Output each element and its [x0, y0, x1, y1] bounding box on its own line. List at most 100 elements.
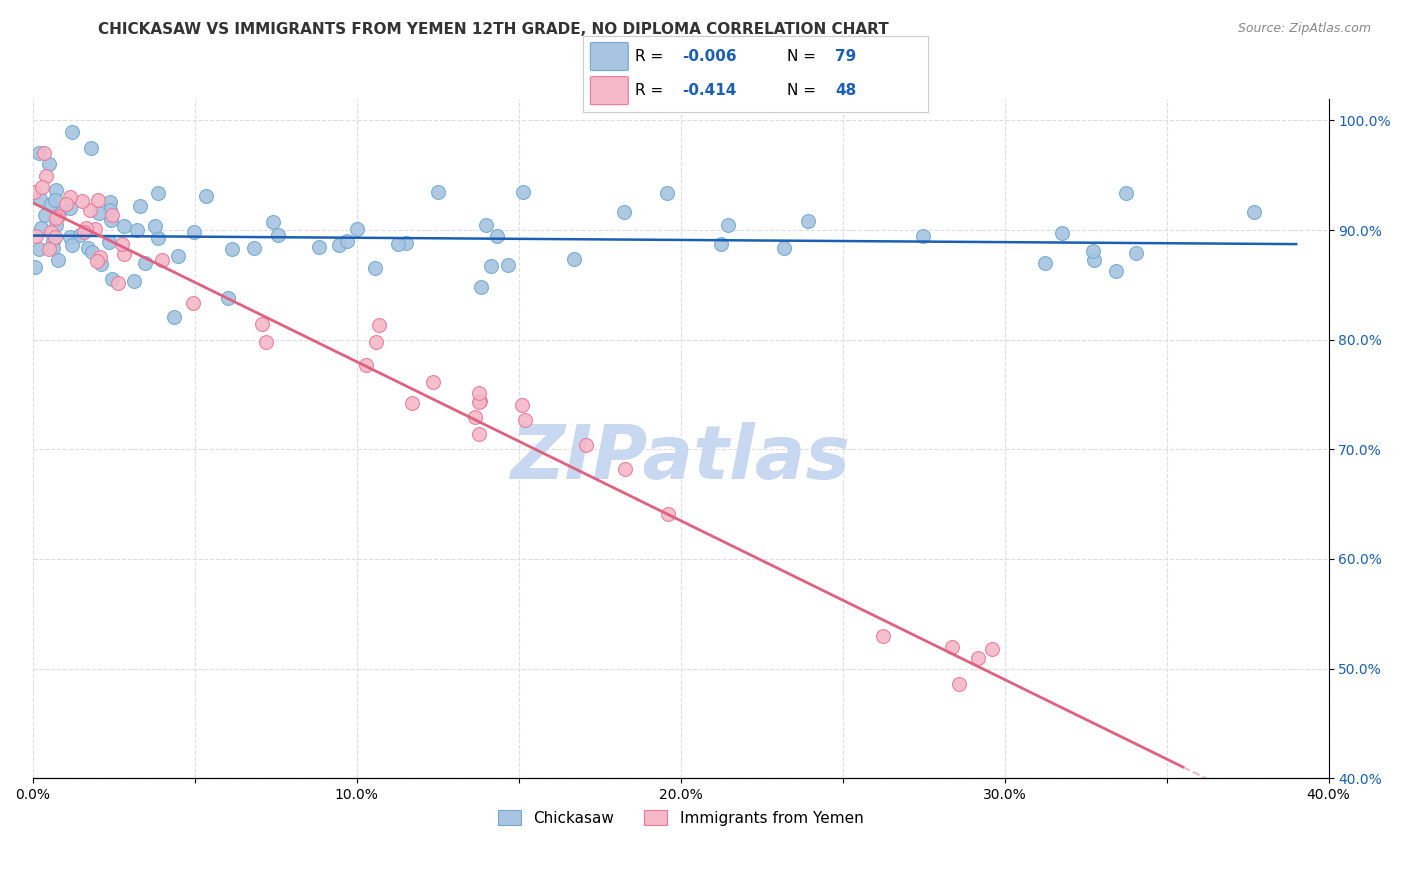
Point	[467, 395, 489, 409]
Point	[911, 228, 934, 243]
Point	[717, 218, 740, 232]
Text: -0.414: -0.414	[682, 83, 735, 98]
Point	[1083, 244, 1105, 258]
Point	[194, 189, 217, 203]
Point	[485, 229, 508, 244]
Point	[38, 157, 60, 171]
Point	[479, 259, 502, 273]
Point	[262, 214, 284, 228]
Point	[1083, 253, 1105, 268]
Point	[614, 461, 637, 475]
Point	[28, 146, 51, 161]
Point	[364, 261, 387, 276]
Point	[112, 219, 135, 234]
Point	[49, 204, 72, 219]
Point	[470, 280, 492, 294]
Point	[181, 296, 204, 310]
Point	[98, 235, 121, 249]
Point	[941, 640, 963, 654]
Point	[475, 218, 498, 232]
Point	[354, 358, 377, 372]
Text: N =: N =	[787, 83, 821, 98]
Point	[1115, 186, 1137, 200]
Point	[183, 226, 205, 240]
Point	[48, 252, 70, 267]
Point	[24, 260, 46, 275]
Point	[1125, 246, 1147, 260]
Point	[427, 186, 450, 200]
Point	[44, 193, 66, 207]
Point	[59, 190, 82, 204]
Point	[1050, 226, 1073, 240]
Point	[710, 236, 733, 251]
Point	[797, 214, 820, 228]
Point	[468, 385, 491, 400]
Point	[89, 250, 111, 264]
Text: N =: N =	[787, 49, 821, 64]
Point	[79, 202, 101, 217]
Point	[217, 291, 239, 305]
Point	[152, 253, 174, 268]
Point	[32, 146, 55, 161]
Point	[72, 194, 94, 209]
Point	[250, 318, 273, 332]
Point	[145, 219, 167, 233]
Text: CHICKASAW VS IMMIGRANTS FROM YEMEN 12TH GRADE, NO DIPLOMA CORRELATION CHART: CHICKASAW VS IMMIGRANTS FROM YEMEN 12TH …	[98, 22, 889, 37]
Point	[69, 227, 91, 242]
Text: R =: R =	[636, 49, 668, 64]
Point	[89, 205, 111, 219]
Point	[468, 393, 491, 408]
Point	[221, 242, 243, 256]
Point	[496, 258, 519, 272]
Point	[512, 186, 534, 200]
Point	[510, 398, 533, 412]
Text: 79: 79	[835, 49, 856, 64]
Point	[101, 208, 124, 222]
Point	[336, 234, 359, 248]
Point	[98, 194, 121, 209]
Point	[346, 222, 368, 236]
Point	[39, 225, 62, 239]
Point	[422, 375, 444, 389]
Point	[45, 218, 67, 232]
Point	[60, 238, 83, 252]
Point	[513, 413, 536, 427]
Point	[148, 231, 170, 245]
Point	[655, 186, 678, 200]
Point	[77, 241, 100, 255]
Point	[111, 237, 134, 252]
Point	[401, 396, 423, 410]
Point	[100, 213, 122, 227]
Point	[613, 205, 636, 219]
Point	[368, 318, 391, 332]
Legend: Chickasaw, Immigrants from Yemen: Chickasaw, Immigrants from Yemen	[492, 804, 869, 831]
Point	[107, 276, 129, 290]
Point	[84, 222, 107, 236]
Point	[967, 651, 990, 665]
Point	[387, 237, 409, 252]
Point	[44, 230, 66, 244]
Point	[948, 676, 970, 690]
Text: ZIPatlas: ZIPatlas	[510, 422, 851, 495]
Point	[80, 244, 103, 259]
Point	[328, 237, 350, 252]
Point	[80, 141, 103, 155]
Point	[30, 220, 52, 235]
Point	[41, 234, 63, 248]
Point	[127, 223, 149, 237]
Point	[657, 507, 679, 521]
Point	[28, 192, 51, 206]
Point	[38, 242, 60, 256]
Point	[163, 310, 186, 324]
FancyBboxPatch shape	[591, 43, 628, 70]
Text: Source: ZipAtlas.com: Source: ZipAtlas.com	[1237, 22, 1371, 36]
Text: 48: 48	[835, 83, 856, 98]
Point	[1243, 204, 1265, 219]
Point	[980, 642, 1002, 657]
Point	[59, 230, 82, 244]
Point	[467, 426, 489, 441]
Point	[112, 247, 135, 261]
Point	[73, 225, 96, 239]
Point	[35, 169, 58, 183]
Point	[45, 183, 67, 197]
